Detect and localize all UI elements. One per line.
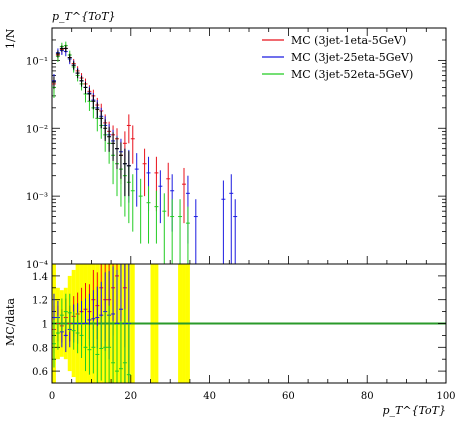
plot-title: p_T^{ToT}	[52, 10, 116, 23]
x-tick-label: 0	[49, 391, 55, 402]
ratio-y-axis-label: MC/data	[4, 298, 17, 346]
main-panel: 10⁻⁴ 10⁻³ 10⁻² 10⁻¹	[26, 27, 447, 271]
x-axis-label: p_T^{ToT}	[382, 404, 446, 417]
y-tick-label: 10⁻¹	[26, 56, 48, 67]
y-tick-label: 0.6	[32, 367, 48, 378]
y-tick-label: 1	[42, 320, 48, 331]
series-mc-0	[52, 44, 186, 224]
series-data	[52, 45, 131, 197]
y-tick-label: 1.2	[32, 296, 48, 307]
x-tick-label: 20	[124, 391, 137, 402]
y-tick-label: 10⁻²	[26, 124, 48, 135]
x-tick-label: 60	[282, 391, 295, 402]
y-tick-label: 0.8	[32, 343, 48, 354]
y-tick-label: 1.4	[32, 272, 48, 283]
ratio-plot-frame	[51, 263, 447, 384]
y-tick-label: 10⁻⁴	[26, 260, 48, 271]
x-tick-label: 80	[361, 391, 374, 402]
x-tick-label: 40	[203, 391, 216, 402]
legend-entry-label: MC (3jet-52eta-5GeV)	[291, 68, 413, 81]
main-y-axis-label: 1/N	[4, 28, 17, 49]
y-tick-label: 10⁻³	[26, 192, 48, 203]
legend-entry-label: MC (3jet-1eta-5GeV)	[291, 34, 406, 47]
x-tick-label: 100	[436, 391, 455, 402]
ratio-panel: 0.6 0.8 1 1.2 1.4 0 20 40 60 80 100	[32, 263, 456, 402]
ratio-series-2	[52, 293, 131, 383]
legend-entry-label: MC (3jet-25eta-5GeV)	[291, 51, 413, 64]
legend: MC (3jet-1eta-5GeV) MC (3jet-25eta-5GeV) M…	[262, 34, 413, 81]
